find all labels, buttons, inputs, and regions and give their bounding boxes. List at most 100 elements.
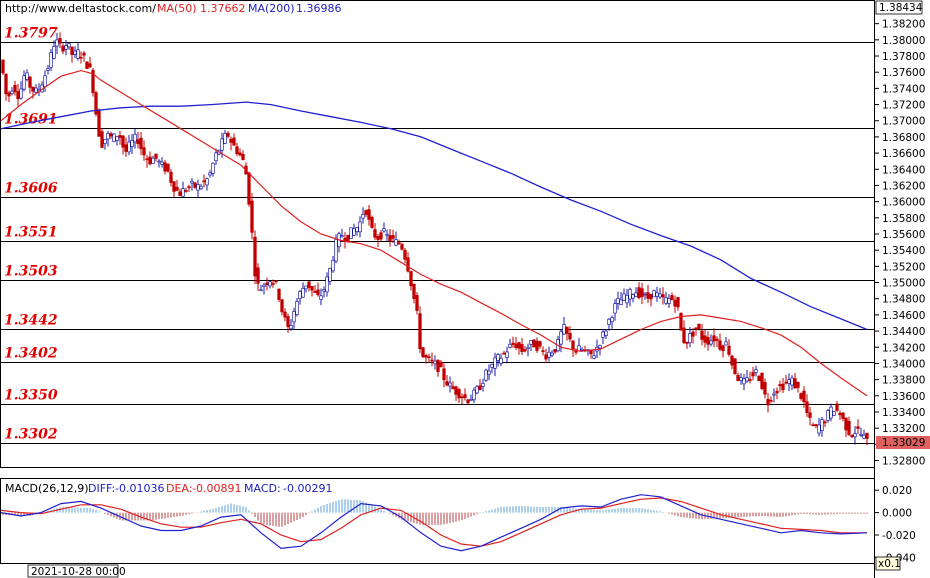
candle-body xyxy=(397,242,401,245)
candle-body xyxy=(775,390,779,394)
candle-body xyxy=(382,228,386,232)
candle-body xyxy=(727,345,731,355)
candle-body xyxy=(526,347,530,350)
price-tick-label: 1.36400 xyxy=(882,164,925,176)
zoom-box[interactable] xyxy=(875,556,901,571)
candle-body xyxy=(106,133,110,140)
candle-body xyxy=(739,377,743,381)
candle-body xyxy=(421,347,425,358)
candle-body xyxy=(694,327,698,330)
candle-body xyxy=(292,311,296,323)
candle-body xyxy=(502,352,506,355)
candle-body xyxy=(427,356,431,359)
candle-body xyxy=(754,369,758,373)
level-label: 1.3606 xyxy=(4,181,58,197)
candle-body xyxy=(157,160,161,163)
date-label: 2021-10-28 00:00 xyxy=(31,566,126,578)
candle-body xyxy=(208,172,212,176)
candle-body xyxy=(1,59,5,74)
candle-body xyxy=(568,333,572,340)
candle-body xyxy=(373,229,377,238)
ma200-label: MA(200) xyxy=(248,2,295,15)
candle-body xyxy=(538,341,542,347)
candle-body xyxy=(433,360,437,365)
candle-body xyxy=(520,344,524,352)
candle-body xyxy=(406,257,410,272)
price-plot-frame xyxy=(0,0,875,468)
price-tick-label: 1.37600 xyxy=(882,67,925,79)
price-tick-label: 1.36200 xyxy=(882,180,925,192)
candle-body xyxy=(532,339,536,348)
candle-body xyxy=(745,377,749,382)
candle-body xyxy=(16,91,20,100)
zoom-label[interactable]: x0.1 xyxy=(878,558,901,570)
candle-body xyxy=(769,399,773,402)
candle-body xyxy=(334,239,338,262)
price-tick-label: 1.34200 xyxy=(882,342,925,354)
candle-body xyxy=(481,383,485,387)
candle-body xyxy=(628,289,632,300)
candle-body xyxy=(355,227,359,233)
candle-body xyxy=(55,39,59,47)
candle-body xyxy=(349,227,353,240)
candle-body xyxy=(247,172,251,205)
candle-body xyxy=(682,327,686,344)
candle-body xyxy=(304,285,308,290)
candle-body xyxy=(625,294,629,304)
candle-body xyxy=(100,131,104,148)
top-price-label: 1.38434 xyxy=(879,2,923,14)
price-tick-label: 1.35600 xyxy=(882,229,925,241)
candle-body xyxy=(256,267,260,284)
candle-body xyxy=(148,156,152,165)
candle-body xyxy=(820,419,824,431)
price-tick-label: 1.34800 xyxy=(882,294,925,306)
candle-body xyxy=(7,92,11,97)
dea-line xyxy=(0,497,867,547)
macd-diff-value: -0.01036 xyxy=(115,482,164,495)
candle-body xyxy=(751,372,755,377)
candle-body xyxy=(79,56,83,59)
candle-body xyxy=(25,72,29,80)
candlestick-series xyxy=(1,32,869,446)
candle-body xyxy=(793,378,797,389)
candle-body xyxy=(691,331,695,337)
candle-body xyxy=(577,345,581,352)
candle-body xyxy=(817,424,821,434)
price-tick-label: 1.38000 xyxy=(882,35,925,47)
candle-body xyxy=(835,403,839,411)
candle-body xyxy=(553,349,557,353)
candle-body xyxy=(685,341,689,344)
candle-body xyxy=(673,299,677,307)
price-tick-label: 1.35000 xyxy=(882,278,925,290)
candle-body xyxy=(541,350,545,353)
candle-body xyxy=(697,324,701,329)
price-tick-label: 1.35400 xyxy=(882,245,925,257)
candle-body xyxy=(670,295,674,301)
candle-body xyxy=(370,216,374,228)
candle-body xyxy=(856,426,860,429)
candle-body xyxy=(220,138,224,151)
macd-diff-label: DIFF: xyxy=(88,482,115,495)
candle-body xyxy=(229,138,233,143)
candle-body xyxy=(409,271,413,287)
candle-body xyxy=(643,293,647,296)
candle-body xyxy=(4,73,8,95)
candle-body xyxy=(226,132,230,137)
candle-body xyxy=(688,333,692,344)
candle-body xyxy=(841,412,845,419)
candle-body xyxy=(58,38,62,44)
candle-body xyxy=(838,412,842,416)
candle-body xyxy=(829,406,833,419)
candle-body xyxy=(451,386,455,390)
candle-body xyxy=(232,137,236,146)
candle-body xyxy=(676,297,680,308)
candle-body xyxy=(124,144,128,152)
candle-body xyxy=(757,375,761,382)
candle-body xyxy=(649,293,653,300)
candle-body xyxy=(613,303,617,314)
candle-body xyxy=(766,399,770,406)
candle-body xyxy=(535,340,539,351)
candle-body xyxy=(271,283,275,285)
candle-body xyxy=(175,186,179,191)
candle-body xyxy=(121,135,125,148)
